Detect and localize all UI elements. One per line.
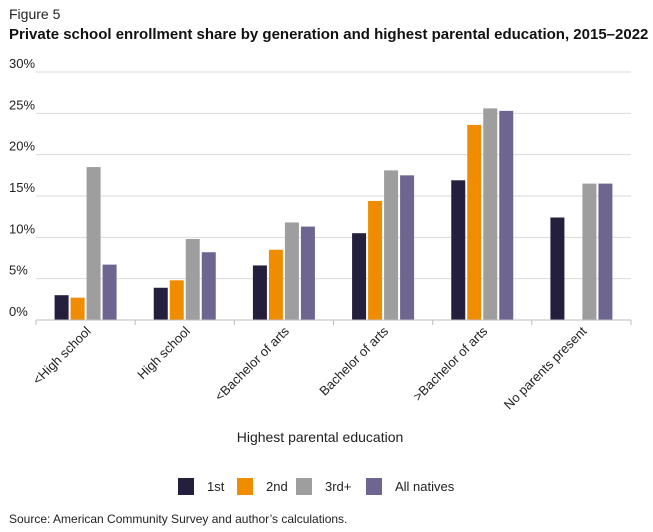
bar xyxy=(169,280,184,320)
y-tick-label: 5% xyxy=(9,263,28,278)
bar xyxy=(368,200,383,320)
bar xyxy=(400,175,415,320)
bars xyxy=(54,108,613,320)
y-tick-label: 20% xyxy=(9,139,35,154)
gridlines xyxy=(36,71,631,280)
bar xyxy=(582,183,597,320)
legend-label: 2nd xyxy=(266,479,288,494)
chart-title: Private school enrollment share by gener… xyxy=(9,26,649,43)
bar xyxy=(153,287,168,320)
legend: 1st 2nd 3rd+ All natives xyxy=(178,478,455,495)
legend-swatch xyxy=(237,478,253,495)
bar xyxy=(550,217,565,320)
bar xyxy=(598,183,613,320)
bar xyxy=(102,264,117,320)
bar xyxy=(451,180,466,320)
bar xyxy=(54,295,69,320)
bar xyxy=(352,233,367,320)
bar xyxy=(483,108,498,320)
y-tick-label: 15% xyxy=(9,180,35,195)
bar xyxy=(201,252,216,320)
figure-label: Figure 5 xyxy=(9,6,61,22)
x-tick-label: Bachelor of arts xyxy=(316,323,391,398)
y-tick-label: 25% xyxy=(9,97,35,112)
x-tick-label: No parents present xyxy=(501,323,590,412)
x-tick-label: High school xyxy=(134,323,193,382)
x-axis: <High school High school <Bachelor of arts… xyxy=(30,319,632,412)
x-axis-label: Highest parental education xyxy=(237,429,404,445)
y-tick-label: 0% xyxy=(9,304,28,319)
legend-label: 3rd+ xyxy=(325,479,351,494)
bar xyxy=(268,249,283,320)
legend-label: 1st xyxy=(207,479,225,494)
bar xyxy=(185,238,200,320)
bar xyxy=(252,265,267,320)
bar xyxy=(300,226,315,320)
y-tick-label: 30% xyxy=(9,56,35,71)
source-note: Source: American Community Survey and au… xyxy=(9,512,348,526)
bar xyxy=(86,167,101,320)
x-tick-label: >Bachelor of arts xyxy=(410,323,491,404)
bar xyxy=(467,124,482,320)
bar xyxy=(70,297,85,320)
legend-swatch xyxy=(178,478,194,495)
legend-label: All natives xyxy=(395,479,455,494)
bar xyxy=(499,110,514,320)
y-axis-ticks: 0% 5% 10% 15% 20% 25% 30% xyxy=(9,56,35,319)
x-tick-label: <Bachelor of arts xyxy=(212,323,293,404)
legend-swatch xyxy=(296,478,312,495)
x-tick-label: <High school xyxy=(30,323,94,387)
y-tick-label: 10% xyxy=(9,221,35,236)
legend-swatch xyxy=(366,478,382,495)
bar xyxy=(384,170,399,320)
bar xyxy=(284,222,299,320)
